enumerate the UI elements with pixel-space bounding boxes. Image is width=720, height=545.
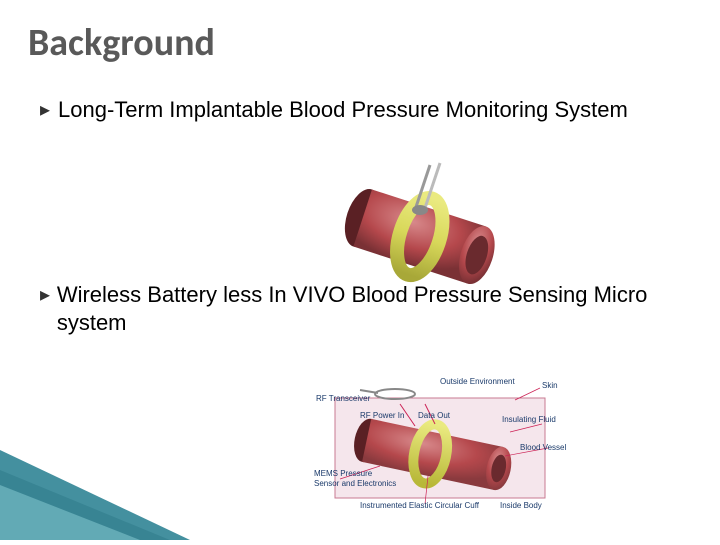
label-inside: Inside Body [500, 501, 542, 510]
vessel-diagram-simple [320, 160, 510, 290]
label-data-out: Data Out [418, 411, 451, 420]
label-outside: Outside Environment [440, 377, 515, 386]
label-skin: Skin [542, 381, 558, 390]
slide-decor-icon [0, 450, 200, 540]
bullet-marker-icon: ▸ [40, 281, 57, 309]
label-rf-transceiver: RF Transceiver [316, 394, 371, 403]
label-sensor: Sensor and Electronics [314, 479, 396, 488]
bullet-text: Long-Term Implantable Blood Pressure Mon… [58, 96, 628, 125]
vessel-diagram-labeled: Outside Environment Skin RF Transceiver … [310, 376, 570, 516]
label-blood-vessel: Blood Vessel [520, 443, 566, 452]
label-cuff: Instrumented Elastic Circular Cuff [360, 501, 480, 510]
label-rf-power: RF Power In [360, 411, 404, 420]
page-title: Background [0, 0, 720, 66]
label-insulating: Insulating Fluid [502, 415, 556, 424]
bullet-marker-icon: ▸ [40, 96, 58, 124]
label-mems: MEMS Pressure [314, 469, 373, 478]
bullet-item: ▸ Long-Term Implantable Blood Pressure M… [40, 96, 680, 125]
